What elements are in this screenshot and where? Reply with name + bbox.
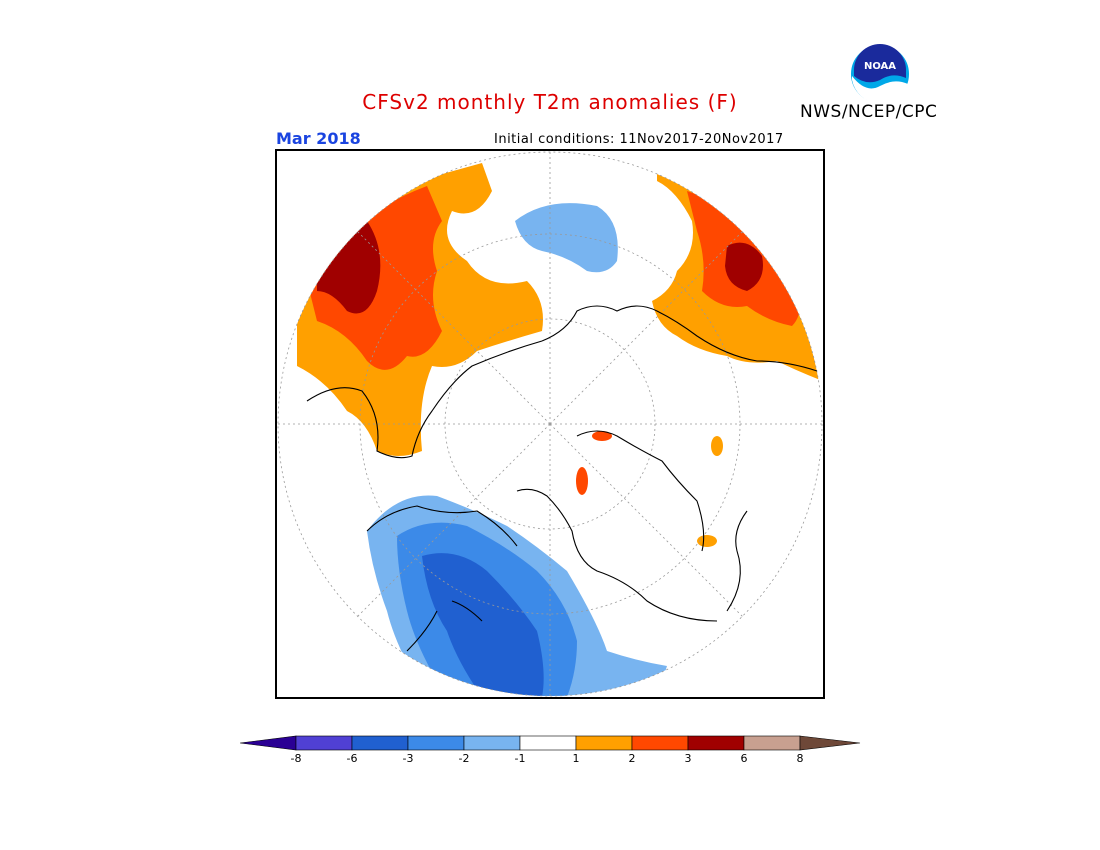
legend-swatch (295, 735, 353, 751)
map-title: CFSv2 monthly T2m anomalies (F) (362, 90, 738, 114)
legend-label: 6 (740, 752, 748, 765)
graticule (277, 151, 823, 697)
legend-swatch (687, 735, 745, 751)
legend-arrow-high (799, 735, 861, 751)
anomaly-spot-west-russia (711, 436, 723, 456)
legend-label: -1 (514, 752, 526, 765)
legend-label: 1 (572, 752, 580, 765)
legend-label: 3 (684, 752, 692, 765)
legend-swatch (743, 735, 801, 751)
legend-swatch (351, 735, 409, 751)
legend-label: -6 (346, 752, 358, 765)
anomaly-spot-east-greenland (697, 535, 717, 547)
coastlines (306, 305, 818, 652)
anomaly-region-arctic-cool (515, 203, 618, 273)
legend-swatch (519, 735, 577, 751)
anomaly-region-europe-warm3 (725, 242, 763, 291)
noaa-logo-icon: NOAA (849, 43, 911, 105)
color-legend (239, 733, 862, 773)
initial-conditions: Initial conditions: 11Nov2017-20Nov2017 (494, 132, 784, 147)
legend-swatch (463, 735, 521, 751)
anomaly-spot-baffin (576, 467, 588, 495)
legend-bar (239, 735, 861, 751)
legend-swatch (407, 735, 465, 751)
legend-swatch (575, 735, 633, 751)
anomaly-region-namerica-cool3 (422, 553, 544, 696)
legend-label: -8 (290, 752, 302, 765)
legend-arrow-low (239, 735, 297, 751)
forecast-period: Mar 2018 (276, 129, 361, 148)
legend-label: -2 (458, 752, 470, 765)
noaa-logo: NOAA (848, 42, 912, 106)
polar-map (277, 151, 823, 697)
legend-label: -3 (402, 752, 414, 765)
anomaly-spot-greenland (592, 431, 612, 441)
logo-text: NOAA (864, 61, 896, 72)
anomaly-region-asia-warm3 (317, 221, 381, 314)
legend-label: 8 (796, 752, 804, 765)
legend-label: 2 (628, 752, 636, 765)
map-frame (275, 149, 825, 699)
legend-swatch (631, 735, 689, 751)
agency-label: NWS/NCEP/CPC (800, 102, 938, 122)
